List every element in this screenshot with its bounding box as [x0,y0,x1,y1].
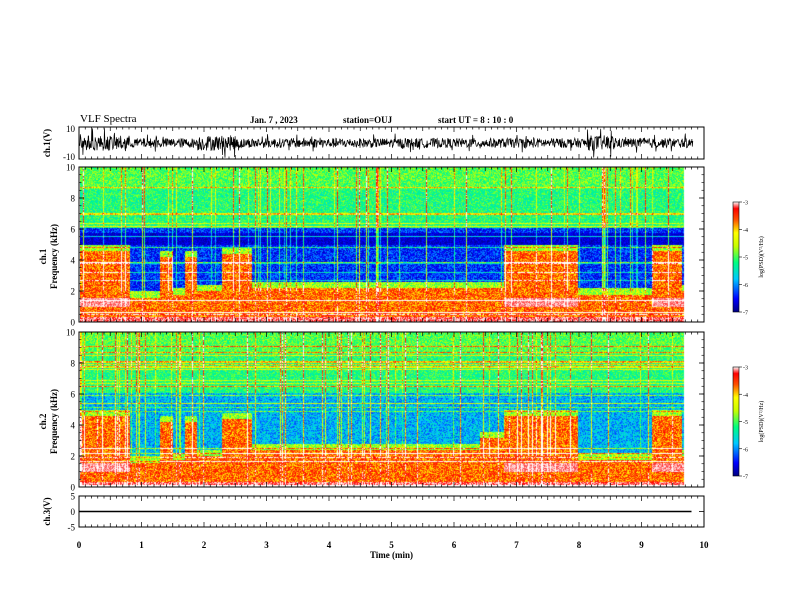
ch2-spectrogram-y-tick-label: 0 [71,483,76,493]
ch1-colorbar-tick-label: -4 [743,228,748,234]
x-tick-label: 8 [577,540,582,550]
ch2-spec-ylabel-frequency: Frequency (kHz) [49,389,59,454]
ch1-spectrogram-y-tick-label: 6 [71,225,76,235]
ch2-colorbar-tick-label: -6 [743,447,748,453]
station-label: station=OUJ [343,115,393,125]
x-tick-label: 6 [452,540,457,550]
ch1-spectrogram-image [80,167,694,322]
ch2-colorbar-bar [732,366,740,477]
x-tick-label: 2 [202,540,207,550]
ch1-spectrogram-y-tick-label: 8 [71,194,76,204]
x-tick-label: 9 [639,540,644,550]
ch2-spectrogram-y-tick-label: 6 [71,390,76,400]
chart-title: VLF Spectra [80,113,137,125]
ch3-waveform-y-tick-label: 5 [71,492,76,502]
ch1-spectrogram-y-tick-label: 4 [71,256,76,266]
ch1-colorbar-tick-label: -7 [743,311,748,317]
ch2-colorbar-tick-label: -4 [743,393,748,399]
ch2-spec-ylabel-channel: ch.2 [38,413,48,429]
ch2-spectrogram-y-tick-label: 8 [71,359,76,369]
ch1-colorbar-tick-label: -5 [743,256,748,262]
x-tick-label: 10 [700,540,710,550]
x-tick-label: 3 [264,540,269,550]
x-axis-label: Time (min) [370,550,413,560]
ch2-colorbar-tick-label: -3 [743,366,748,372]
ch2-colorbar-tick-label: -7 [743,475,748,481]
ch2-colorbar-label: log(PSD)(V²/Hz) [758,401,765,442]
ch1-colorbar-tick-label: -6 [743,283,748,289]
ch1-spectrogram-y-tick-label: 10 [66,163,76,173]
date-label: Jan. 7 , 2023 [250,115,298,125]
x-tick-label: 5 [389,540,394,550]
ch1-spec-ylabel-channel: ch.1 [38,248,48,264]
start-ut-label: start UT = 8 : 10 : 0 [438,115,514,125]
ch2-spectrogram-image [80,332,694,487]
ch2-spectrogram-y-tick-label: 10 [66,328,76,338]
ch2-spectrogram-y-tick-label: 2 [71,452,76,462]
ch2-spectrogram-y-tick-label: 4 [71,421,76,431]
ch1-spec-ylabel-frequency: Frequency (kHz) [49,224,59,289]
ch1-waveform-line [78,128,694,158]
x-tick-label: 4 [327,540,332,550]
ch1-waveform-y-tick-label: 10 [66,124,76,134]
ch3-waveform-y-tick-label: 0 [71,507,76,517]
ch1-ylabel: ch.1(V) [42,129,52,157]
ch1-colorbar-label: log(PSD)(V²/Hz) [758,236,765,277]
ch3-waveform-y-tick-label: -5 [68,523,76,533]
ch1-spectrogram-y-tick-label: 0 [71,318,76,328]
ch2-colorbar-tick-label: -5 [743,420,748,426]
ch3-ylabel: ch.3(V) [42,497,52,525]
ch1-spectrogram-y-tick-label: 2 [71,287,76,297]
ch1-colorbar-tick-label: -3 [743,201,748,207]
ch1-colorbar-bar [732,201,740,313]
ch1-waveform-y-tick-label: -10 [63,152,75,162]
x-tick-label: 0 [77,540,82,550]
x-tick-label: 7 [514,540,519,550]
x-tick-label: 1 [139,540,144,550]
